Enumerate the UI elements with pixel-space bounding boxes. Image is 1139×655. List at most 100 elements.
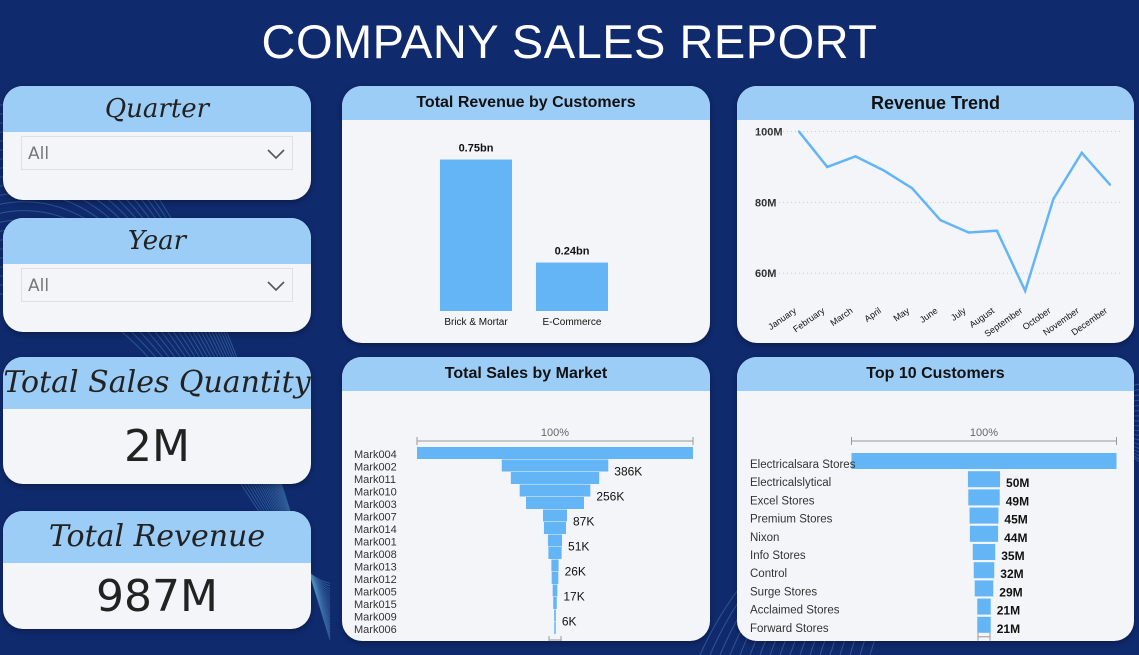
funnel-bar (543, 522, 567, 534)
x-tick-label: April (862, 305, 882, 324)
funnel-data-label: 17K (563, 590, 584, 604)
funnel-category-label: Mark012 (354, 574, 397, 586)
funnel-data-label: 50M (1006, 476, 1029, 490)
funnel-bar (977, 598, 991, 615)
funnel-category-label: Mark013 (354, 562, 397, 574)
funnel-bar (977, 616, 991, 633)
funnel-bar (969, 507, 999, 524)
funnel-category-label: Mark010 (354, 487, 397, 499)
y-tick-label: 80M (755, 197, 776, 209)
funnel-bar (969, 525, 999, 542)
line-point (1023, 289, 1027, 293)
funnel-data-label: 21M (997, 622, 1020, 636)
kpi-sales-quantity-label: Total Sales Quantity (3, 357, 311, 409)
bar-data-label: 0.75bn (459, 143, 494, 155)
quarter-slicer-label: Quarter (3, 86, 311, 132)
funnel-category-label: Mark001 (354, 537, 397, 549)
funnel-data-label: 51K (568, 540, 589, 554)
funnel-data-label: 6K (562, 615, 577, 629)
x-tick-label: July (949, 305, 968, 323)
y-tick-label: 100M (755, 127, 783, 139)
funnel-bar (547, 534, 563, 547)
funnel-bar (967, 471, 1001, 488)
year-dropdown[interactable]: All (21, 268, 293, 302)
revenue-trend-card: Revenue Trend 60M 80M 100M January February M… (737, 86, 1134, 343)
funnel-data-label: 87K (573, 515, 594, 529)
funnel-data-label: 45M (1004, 513, 1027, 527)
funnel-category-label: Nixon (750, 532, 779, 544)
bar-category-label: E-Commerce (543, 317, 602, 328)
funnel-bar (851, 453, 1117, 469)
year-slicer-label: Year (3, 218, 311, 264)
revenue-by-customers-card: Total Revenue by Customers 0.75bn Brick &… (342, 86, 710, 343)
funnel-category-label: Excel Stores (750, 495, 815, 507)
funnel-category-label: Mark004 (354, 449, 397, 461)
revenue-by-customers-chart: 0.75bn Brick & Mortar 0.24bn E-Commerce (440, 143, 608, 328)
revenue-trend-line (798, 130, 1111, 295)
funnel-top-label: 100% (541, 427, 569, 439)
funnel-category-label: Mark008 (354, 549, 397, 561)
chevron-down-icon (266, 137, 286, 183)
funnel-bar (501, 459, 609, 472)
funnel-bar (526, 497, 584, 509)
funnel-category-label: Mark009 (354, 612, 397, 624)
funnel-bar (542, 509, 568, 522)
funnel-data-label: 35M (1001, 549, 1024, 563)
top-customers-card: Top 10 Customers 100% Electricalsara Stor… (737, 357, 1134, 641)
x-tick-label: May (892, 305, 912, 323)
x-tick-label: February (791, 305, 827, 334)
line-point (910, 187, 914, 190)
bar-category-label: Brick & Mortar (444, 317, 508, 328)
quarter-slicer: Quarter All (3, 86, 311, 200)
revenue-trend-title: Revenue Trend (737, 86, 1134, 120)
quarter-dropdown-value: All (28, 144, 50, 164)
funnel-category-label: Electricalsara Stores (750, 459, 856, 471)
funnel-category-label: Premium Stores (750, 514, 833, 526)
funnel-category-label: Mark006 (354, 624, 397, 636)
line-point (939, 218, 942, 222)
funnel-bar (551, 572, 559, 584)
funnel-data-label: 21M (997, 604, 1020, 618)
funnel-data-label: 44M (1004, 531, 1027, 545)
funnel-category-label: Mark014 (354, 524, 397, 536)
quarter-dropdown[interactable]: All (21, 136, 293, 170)
funnel-data-label: 32M (1000, 567, 1023, 581)
year-slicer: Year All (3, 218, 311, 332)
funnel-data-label: 26K (565, 565, 586, 579)
funnel-bar (551, 559, 559, 572)
line-point (882, 169, 886, 172)
bar-data-label: 0.24bn (555, 246, 590, 258)
line-point (797, 130, 801, 133)
funnel-category-label: Mark005 (354, 587, 397, 599)
y-tick-label: 60M (755, 268, 776, 280)
funnel-top-label: 100% (970, 427, 998, 439)
report-title: COMPANY SALES REPORT (261, 15, 878, 68)
funnel-bar (510, 472, 600, 484)
line-point (1108, 183, 1112, 186)
x-tick-label: June (918, 305, 940, 324)
line-point (995, 229, 999, 232)
funnel-category-label: Acclaimed Stores (750, 605, 840, 617)
line-point (854, 155, 857, 158)
sales-by-market-card: Total Sales by Market 100% Mark004 Mark002… (342, 357, 710, 641)
funnel-category-label: Mark003 (354, 499, 397, 511)
funnel-bar (974, 580, 994, 597)
bar-brick-mortar (440, 159, 512, 311)
line-point (1080, 151, 1083, 154)
top-customers-chart: 100% Electricalsara Stores Electricalslyti… (750, 427, 1117, 641)
chevron-down-icon (266, 269, 286, 315)
funnel-category-label: Electricalslytical (750, 477, 831, 489)
funnel-category-label: Surge Stores (750, 586, 817, 598)
x-tick-label: March (828, 305, 854, 328)
funnel-bar (548, 547, 562, 559)
kpi-total-revenue-card: Total Revenue 987M (3, 511, 311, 629)
funnel-bar (968, 489, 1000, 506)
funnel-bar (553, 597, 557, 609)
funnel-bar (554, 622, 556, 634)
funnel-bar (554, 609, 556, 622)
funnel-category-label: Info Stores (750, 550, 806, 562)
funnel-data-label: 29M (999, 585, 1022, 599)
funnel-category-label: Mark011 (354, 474, 396, 486)
